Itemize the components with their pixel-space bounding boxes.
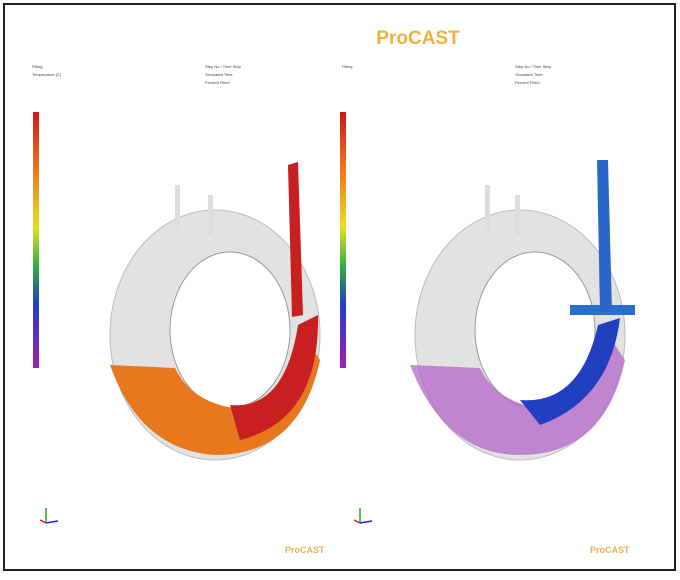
info: Simulated Time bbox=[515, 72, 543, 77]
caption: Filling bbox=[342, 64, 352, 69]
info: Percent Filled bbox=[205, 80, 229, 85]
ring-hole bbox=[170, 252, 290, 408]
info: Simulated Time bbox=[205, 72, 233, 77]
caption: Filling bbox=[32, 64, 42, 69]
riser bbox=[175, 185, 180, 230]
title: ProCAST bbox=[376, 28, 460, 49]
quantity: Temperature [C] bbox=[32, 72, 61, 77]
riser bbox=[485, 185, 490, 230]
info: Step No / Time Step bbox=[515, 64, 552, 69]
info: Percent Filled bbox=[515, 80, 539, 85]
screenshot: ProCAST Filling Temperature [C] Step No … bbox=[0, 0, 680, 575]
logo: ProCAST bbox=[285, 545, 325, 555]
colorbar bbox=[33, 112, 39, 368]
riser bbox=[515, 195, 520, 235]
logo: ProCAST bbox=[590, 545, 630, 555]
riser bbox=[208, 195, 213, 235]
colorbar bbox=[340, 112, 346, 368]
info: Step No / Time Step bbox=[205, 64, 242, 69]
